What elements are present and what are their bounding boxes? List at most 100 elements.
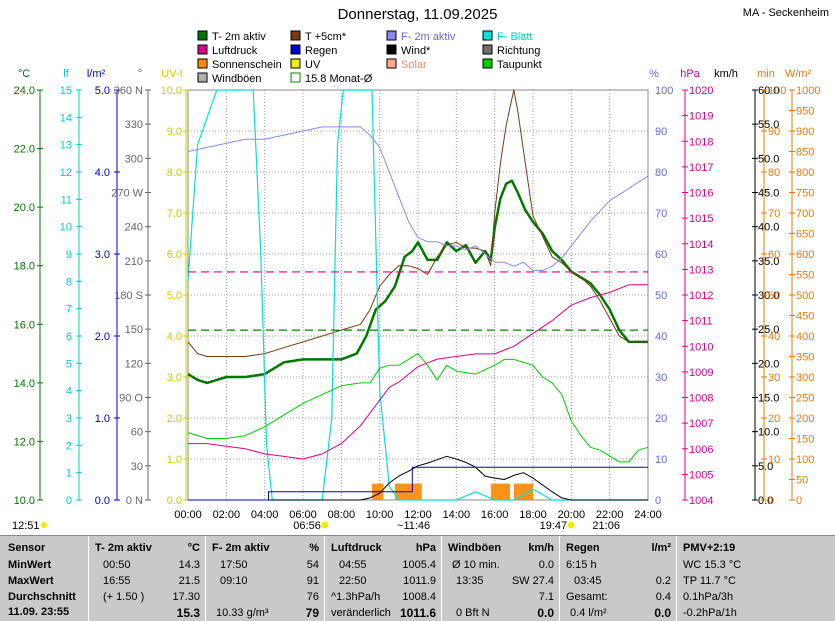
axis-tick-label: 12.0 [14,436,35,448]
footer-unit: °C [187,542,200,554]
legend-swatch [290,30,301,41]
axis-tick-label: 60 [655,249,667,261]
footer-note: Gesamt: [566,591,608,603]
axis-tick-label: 0 [655,495,661,507]
x-tick-label: 02:00 [213,509,241,521]
footer-col-hum: F- 2m aktiv % 17:50 54 09:10 91 76 10.33… [205,536,325,621]
axis-tick-label: 70 [655,208,667,220]
axis-tick-label: 20.0 [758,358,779,370]
sunset-label: 19:47 [540,520,568,532]
axis-tick-label: 3 [66,413,72,425]
axis-tick-label: 60.0 [758,85,779,97]
footer-row-label: MinWert [8,559,52,571]
axis-tick-label: 1014 [689,239,713,251]
footer-time: 13:35 [456,575,484,587]
legend-swatch [482,44,493,55]
axis-tick-label: 4 [66,386,72,398]
legend-swatch [290,44,301,55]
x-tick-label: 00:00 [174,509,202,521]
axis-tick-label: 15 [60,85,72,97]
axis-tick-label: 10.0 [758,427,779,439]
axis-tick-label: 50 [768,290,780,302]
axis-unit-label: l/m² [87,68,106,80]
axis-tick-label: 12 [60,167,72,179]
axis-tick-label: 60 [131,427,143,439]
footer-value: 1011.9 [403,575,436,587]
axis-tick-label: 1016 [689,188,713,200]
legend-swatch [290,58,301,69]
axis-tick-label: 1008 [689,393,713,405]
footer-note: TP 11.7 °C [683,575,736,587]
footer-header: Luftdruck [331,542,382,554]
axis-tick-label: 210 [125,256,143,268]
axis-tick-label: 1006 [689,444,713,456]
legend-label: Solar [401,59,427,71]
sun-icon [321,521,329,529]
axis-tick-label: 90 O [119,393,143,405]
axis-tick-label: 5.0 [95,85,110,97]
axis-tick-label: 50 [796,475,808,487]
legend-swatch [482,58,493,69]
x-tick-label: 14:00 [443,509,471,521]
weather-chart: T- 2m aktiv T +5cm* F- 2m aktiv F- Blatt Luf… [12,30,820,532]
axis-tick-label: 9 [66,249,72,261]
axis-tick-label: 120 [125,358,143,370]
footer-value: 0.0 [538,559,554,571]
axis-unit-label: % [649,68,659,80]
footer-header: Regen [566,542,600,554]
footer-value: 54 [306,559,319,571]
axis-tick-label: 55.0 [758,119,779,131]
axis-tick-label: 7 [66,304,72,316]
legend-label: Taupunkt [497,59,542,71]
axis-unit-label: ° [138,68,142,80]
axis-tick-label: 24.0 [14,85,35,97]
axis-tick-label: 900 [796,126,814,138]
footer-value: SW 27.4 [511,575,554,587]
footer-note: 0.1hPa/3h [683,591,734,603]
axis-tick-label: 360 N [114,85,143,97]
axis-tick-label: 8.0 [167,167,182,179]
axis-unit-label: min [757,68,775,80]
axis-tick-label: 10.0 [161,85,182,97]
footer-col-rain: Regen l/m² 6:15 h 03:45 0.2 Gesamt: 0.4 … [559,536,677,621]
legend-swatch [386,44,397,55]
footer-current: 1011.6 [399,606,436,620]
axis-tick-label: 6 [66,331,72,343]
axis-tick-label: 20.0 [14,202,35,214]
axis-tick-label: 6.0 [167,249,182,261]
legend-label: Luftdruck [212,45,258,57]
axis-tick-label: 100 [768,85,786,97]
axis-tick-label: 270 W [111,188,143,200]
series-line-f-2m-aktiv [187,126,649,271]
axis-tick-label: 90 [655,126,667,138]
axis-tick-label: 30 [655,372,667,384]
axis-tick-label: 40.0 [758,222,779,234]
axis-unit-label: UV-I [161,68,182,80]
axis-tick-label: 18.0 [14,261,35,273]
axis-tick-label: 1009 [689,367,713,379]
x-tick-label: 08:00 [328,509,356,521]
axis-tick-label: 30 [768,372,780,384]
axis-unit-label: W/m² [785,68,812,80]
legend-swatch [197,44,208,55]
axis-tick-label: 300 [125,153,143,165]
axis-tick-label: 90 [768,126,780,138]
axis-tick-label: 300 [796,372,814,384]
axis-tick-label: 30 [131,461,143,473]
footer-time: 16:55 [103,575,131,587]
footer-unit: % [309,542,319,554]
axis-tick-label: 16.0 [14,319,35,331]
axis-tick-label: 650 [796,229,814,241]
x-tick-label: 12:00 [404,509,432,521]
x-tick-label: 04:00 [251,509,279,521]
footer-value: 0.4 [655,591,671,603]
axis-tick-label: 40 [655,331,667,343]
axis-tick-label: 1.0 [167,454,182,466]
axis-tick-label: 20 [655,413,667,425]
axis-tick-label: 700 [796,208,814,220]
axis-tick-label: 100 [655,85,673,97]
axis-tick-label: 1013 [689,264,713,276]
legend-label: F- 2m aktiv [401,31,456,43]
legend-label: UV [305,59,321,71]
footer-note: ^1.3hPa/h [331,591,381,603]
